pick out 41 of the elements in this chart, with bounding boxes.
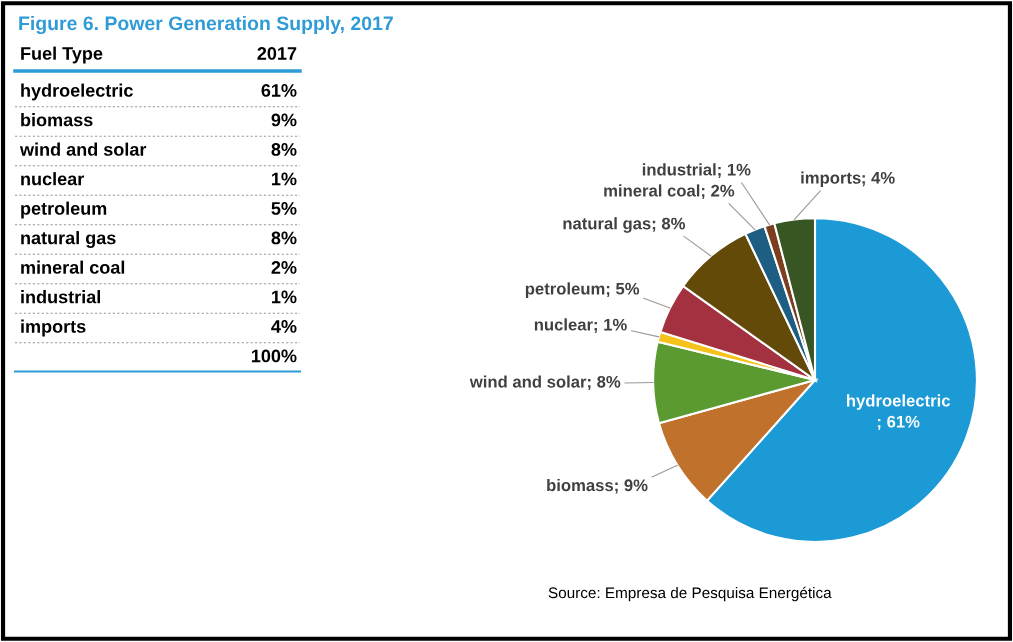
data-label: 4% (271, 320, 297, 333)
text: Fuel Type (21, 46, 103, 64)
category-label: imports (21, 319, 86, 337)
data-label: 5% (271, 202, 297, 215)
data-label: 8% (271, 143, 297, 156)
data-label: 2% (271, 261, 297, 274)
data-label: ; 5% (606, 282, 640, 298)
data-label: ; 8% (652, 217, 686, 232)
data-label: ; 9% (615, 479, 648, 494)
data-label: 61% (261, 84, 297, 97)
slice-label: biomass (547, 478, 614, 492)
data-label: ; 61% (878, 415, 920, 430)
category-label: petroleum (21, 201, 107, 219)
source-note: Source: Empresa de Pesquisa Energética (548, 586, 832, 602)
text: Figure 6. Power Generation Supply, 2017 (19, 15, 393, 35)
data-label: 1% (272, 172, 297, 186)
category-label: nuclear (21, 172, 84, 186)
slice-label: industrial (642, 163, 716, 176)
slice-label: natural gas (563, 217, 651, 233)
data-label: ; 1% (718, 163, 751, 178)
text: 100% (251, 349, 297, 363)
slice-label: imports (801, 171, 861, 188)
category-label: industrial (21, 290, 100, 304)
slice-label: petroleum (525, 282, 605, 298)
category-label: natural gas (21, 231, 116, 248)
data-label: ; 1% (594, 318, 627, 333)
data-label: ; 2% (701, 184, 735, 200)
category-label: wind and solar (19, 142, 147, 156)
category-label: hydroelectric (21, 83, 133, 101)
slice-label: wind and solar (469, 375, 587, 388)
data-label: 9% (271, 113, 297, 127)
data-label: 8% (271, 231, 297, 245)
slice-label: hydroelectric (847, 394, 951, 410)
data-label: ; 8% (588, 375, 621, 391)
text: 2017 (257, 47, 297, 60)
data-label: ; 4% (862, 171, 895, 187)
category-label: biomass (21, 113, 93, 127)
category-label: mineral coal (21, 260, 125, 274)
slice-label: nuclear (534, 318, 593, 331)
slice-label: mineral coal (604, 184, 700, 197)
data-label: 1% (272, 290, 297, 304)
